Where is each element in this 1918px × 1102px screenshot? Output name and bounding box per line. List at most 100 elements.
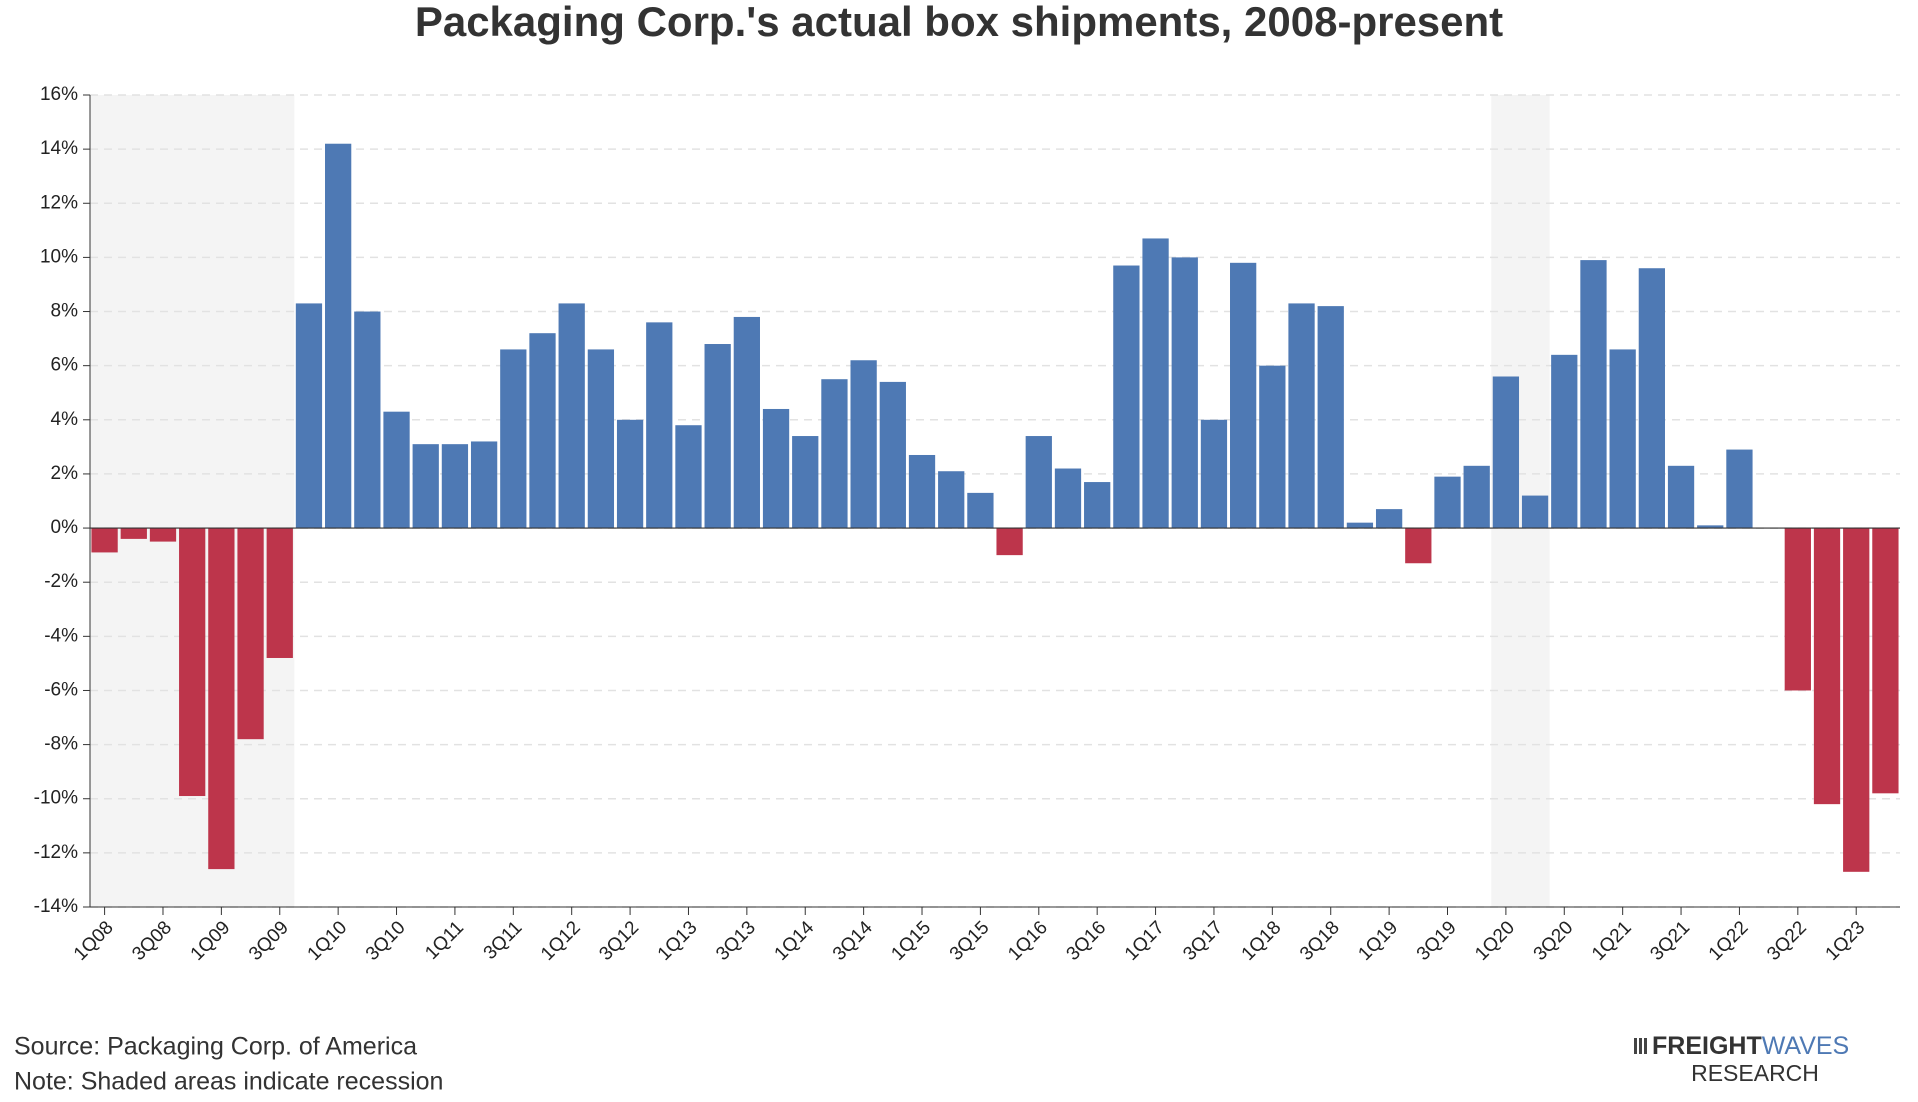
bar	[266, 528, 293, 658]
logo-part1: FREIGHT	[1652, 1032, 1762, 1060]
bar	[938, 471, 965, 529]
bar	[1259, 365, 1286, 529]
x-tick-label: 1Q23	[1822, 917, 1870, 965]
bar	[1697, 525, 1724, 529]
source: Source: Packaging Corp. of America	[14, 1033, 417, 1061]
logo-mark	[1644, 1038, 1647, 1054]
bar	[1609, 349, 1636, 529]
x-tick-label: 3Q11	[480, 917, 527, 964]
y-tick-label: -14%	[34, 896, 78, 917]
y-tick-label: -2%	[44, 571, 78, 592]
bar	[1521, 495, 1549, 529]
y-tick-label: 12%	[40, 192, 78, 213]
bar	[762, 408, 790, 529]
bar	[821, 379, 848, 529]
x-tick-label: 3Q20	[1530, 917, 1578, 965]
bar	[1025, 436, 1052, 529]
bar	[441, 444, 469, 529]
bar	[1317, 306, 1344, 529]
bar	[1843, 528, 1870, 872]
bar	[704, 344, 731, 529]
bar	[237, 528, 264, 740]
x-tick-label: 1Q16	[1004, 917, 1052, 965]
bar	[558, 303, 585, 529]
bar	[1726, 449, 1753, 529]
x-tick-label: 3Q16	[1063, 917, 1111, 965]
x-tick-label: 1Q13	[654, 917, 702, 965]
bar	[675, 425, 702, 529]
bar	[1084, 482, 1111, 529]
y-tick-label: 4%	[51, 409, 79, 430]
x-tick-label: 3Q09	[245, 917, 293, 965]
x-tick-label: 3Q10	[362, 917, 410, 965]
x-tick-label: 1Q22	[1705, 917, 1753, 965]
bar	[733, 316, 760, 529]
chart-title: Packaging Corp.'s actual box shipments, …	[415, 0, 1503, 45]
bar	[1113, 265, 1140, 529]
bar	[792, 436, 819, 529]
x-tick-label: 1Q15	[887, 917, 935, 965]
bar	[1142, 238, 1169, 529]
x-tick-label: 1Q19	[1354, 917, 1402, 965]
bar	[529, 333, 556, 529]
bar	[1405, 528, 1432, 564]
bar	[1463, 465, 1490, 529]
x-tick-label: 3Q18	[1296, 917, 1344, 965]
bar	[120, 528, 147, 539]
y-tick-label: -12%	[34, 842, 78, 863]
bar	[646, 322, 673, 529]
bar	[1346, 522, 1374, 529]
logo: FREIGHTWAVES RESEARCH	[1634, 1032, 1849, 1086]
x-tick-label: 3Q13	[712, 917, 760, 965]
bar	[208, 528, 235, 870]
bar	[908, 454, 936, 529]
x-tick-label: 3Q21	[1646, 917, 1694, 965]
bar	[1667, 465, 1695, 529]
x-tick-label: 1Q09	[187, 917, 235, 965]
logo-text: FREIGHTWAVES	[1652, 1032, 1849, 1060]
x-tick-label: 1Q21	[1588, 917, 1636, 965]
y-tick-label: 14%	[40, 138, 78, 159]
bar	[383, 411, 410, 529]
x-tick-label: 1Q11	[421, 917, 468, 964]
bar	[1638, 268, 1665, 529]
bar	[1813, 528, 1841, 805]
y-tick-label: 0%	[51, 517, 79, 538]
x-tick-label: 3Q08	[128, 917, 176, 965]
bar	[616, 419, 644, 529]
x-tick-label: 1Q12	[537, 917, 585, 965]
bar	[1551, 354, 1578, 529]
bar	[1492, 376, 1520, 529]
y-tick-label: 10%	[40, 246, 78, 267]
bar	[1784, 528, 1811, 691]
y-tick-label: 2%	[51, 463, 79, 484]
bar	[879, 381, 906, 529]
y-tick-label: -8%	[44, 734, 78, 755]
y-tick-label: 8%	[51, 301, 79, 322]
bar	[996, 528, 1023, 556]
bar	[1171, 257, 1198, 529]
logo-part2: WAVES	[1762, 1032, 1850, 1060]
y-tick-label: -4%	[44, 625, 78, 646]
x-tick-label: 3Q14	[829, 917, 877, 965]
x-tick-label: 3Q15	[946, 917, 994, 965]
bar	[587, 349, 615, 529]
logo-mark	[1634, 1038, 1637, 1054]
y-tick-label: 6%	[51, 355, 79, 376]
x-tick-label: 3Q12	[595, 917, 643, 965]
bar	[325, 143, 352, 529]
y-tick-label: -10%	[34, 788, 78, 809]
y-tick-label: -6%	[44, 679, 78, 700]
x-tick-label: 3Q17	[1179, 917, 1227, 965]
x-tick-label: 1Q10	[304, 917, 352, 965]
logo-mark	[1639, 1038, 1642, 1054]
bar	[179, 528, 206, 797]
bar	[1230, 262, 1257, 529]
note: Note: Shaded areas indicate recession	[14, 1068, 443, 1096]
bar	[354, 311, 381, 529]
x-tick-label: 1Q14	[771, 917, 819, 965]
bar	[1200, 419, 1228, 529]
bar	[149, 528, 177, 542]
bar	[500, 349, 527, 529]
bar	[850, 360, 877, 529]
